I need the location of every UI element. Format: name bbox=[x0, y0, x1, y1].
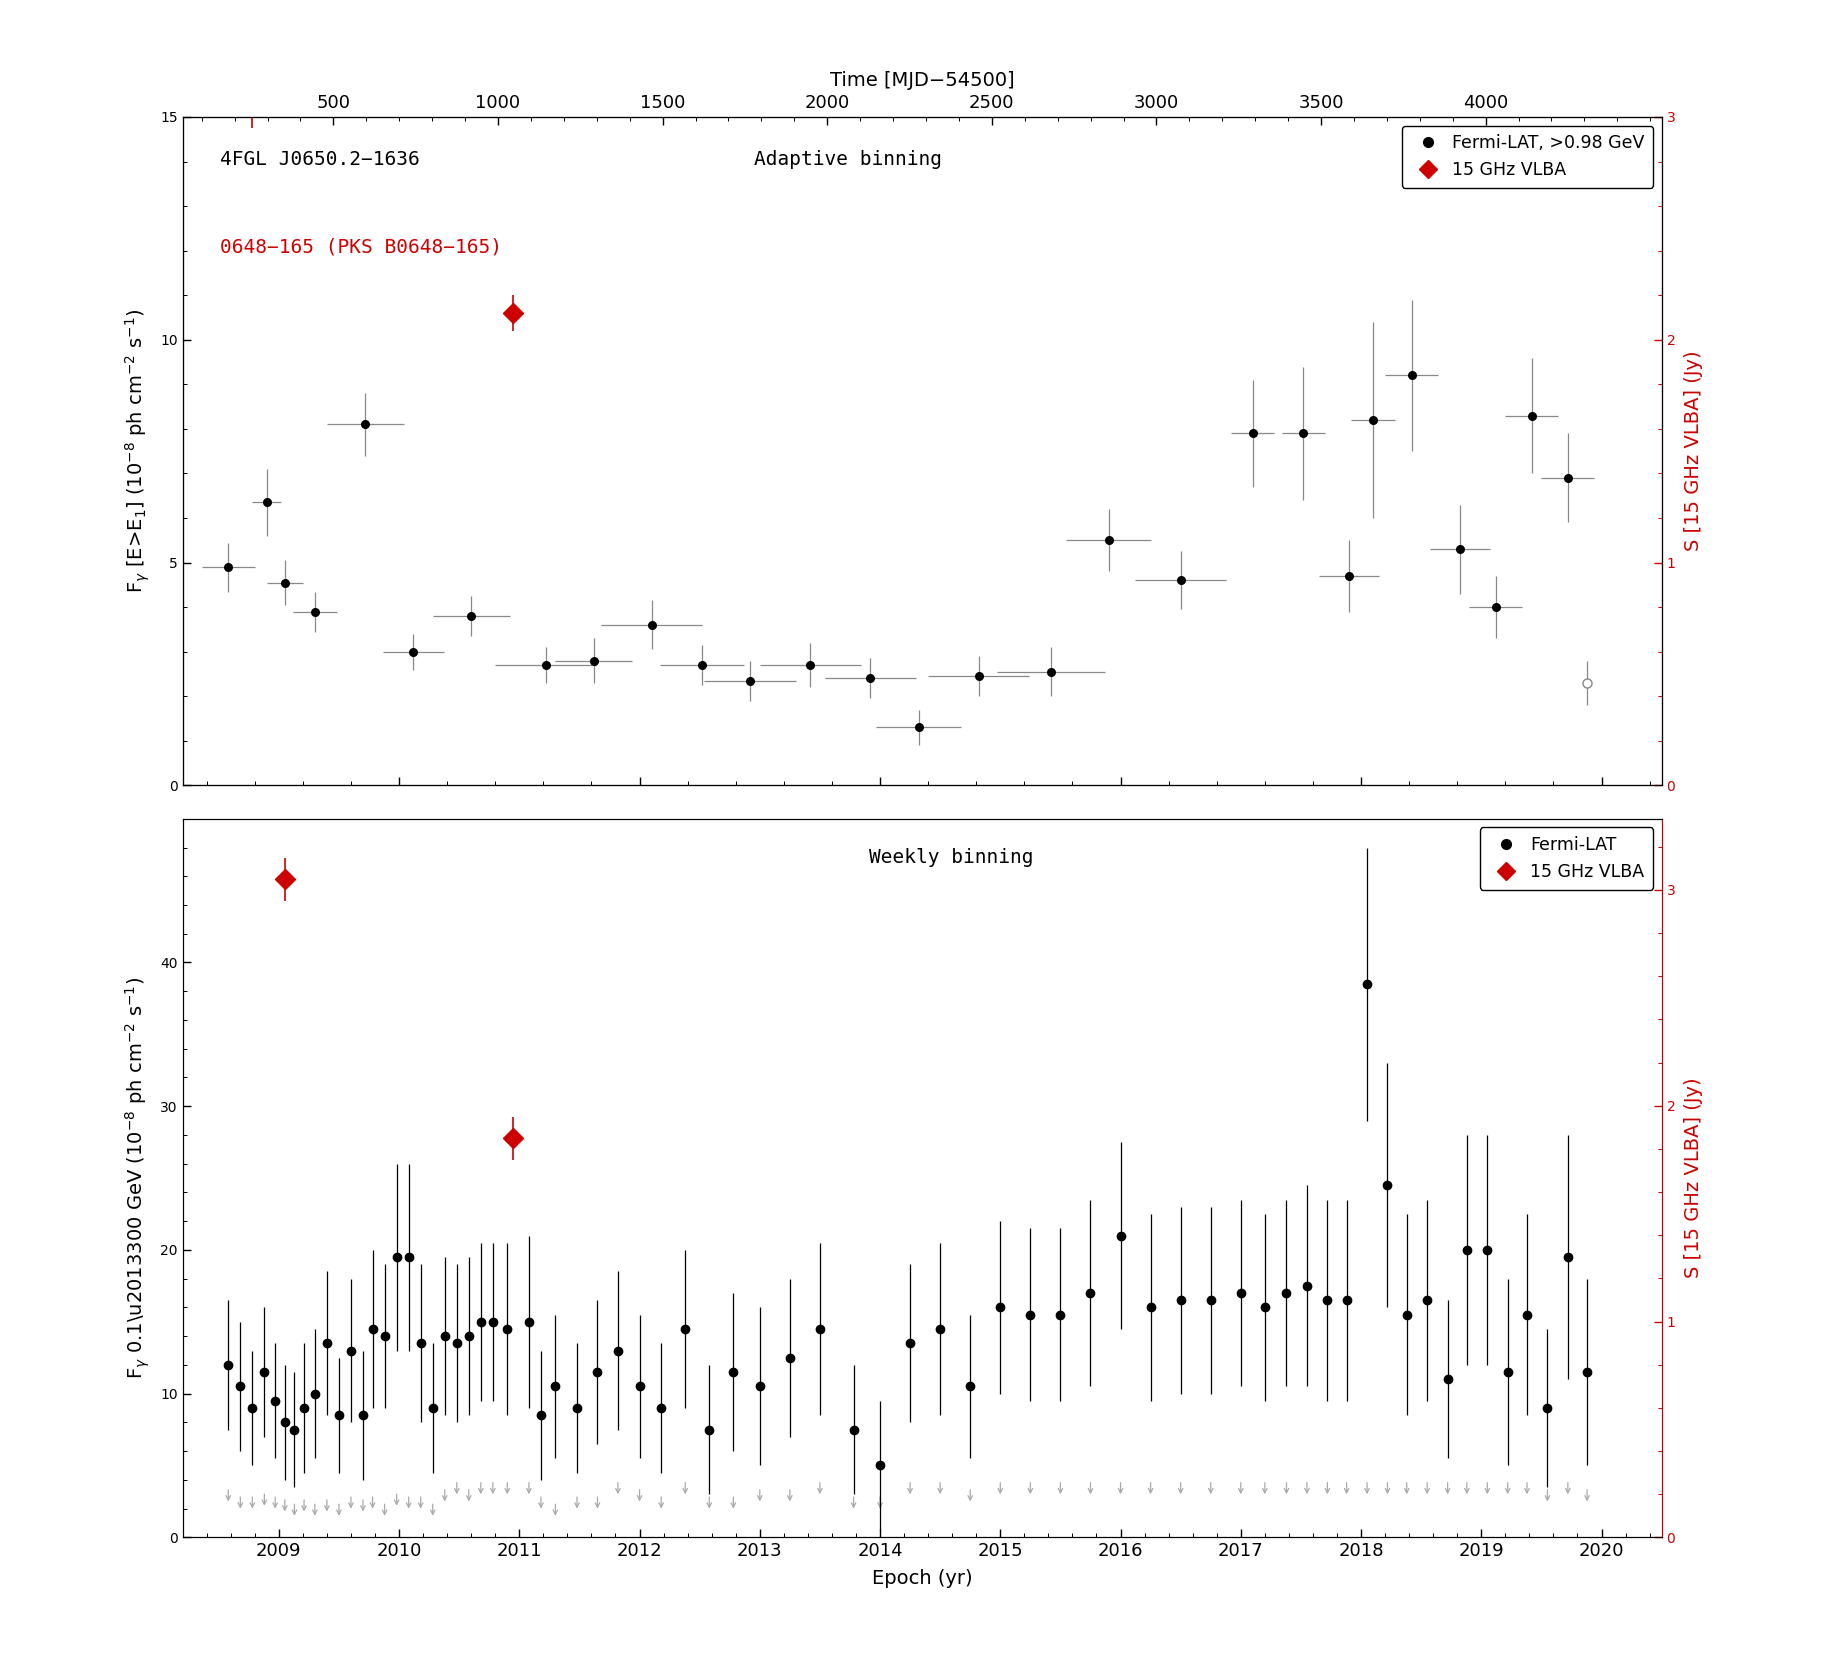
X-axis label: Epoch (yr): Epoch (yr) bbox=[871, 1569, 973, 1587]
X-axis label: Time [MJD−54500]: Time [MJD−54500] bbox=[829, 70, 1015, 90]
Y-axis label: F$_\gamma$ 0.1\u2013300 GeV (10$^{-8}$ ph cm$^{-2}$ s$^{-1}$): F$_\gamma$ 0.1\u2013300 GeV (10$^{-8}$ p… bbox=[124, 978, 152, 1379]
Text: 4FGL J0650.2−1636: 4FGL J0650.2−1636 bbox=[219, 150, 420, 169]
Text: Adaptive binning: Adaptive binning bbox=[754, 150, 942, 169]
Y-axis label: S [15 GHz VLBA] (Jy): S [15 GHz VLBA] (Jy) bbox=[1684, 1078, 1702, 1278]
Y-axis label: F$_\gamma$ [E>E$_1$] (10$^{-8}$ ph cm$^{-2}$ s$^{-1}$): F$_\gamma$ [E>E$_1$] (10$^{-8}$ ph cm$^{… bbox=[124, 309, 152, 593]
Text: 0648−165 (PKS B0648−165): 0648−165 (PKS B0648−165) bbox=[219, 237, 502, 256]
Y-axis label: S [15 GHz VLBA] (Jy): S [15 GHz VLBA] (Jy) bbox=[1684, 351, 1702, 551]
Legend: Fermi-LAT, >0.98 GeV, 15 GHz VLBA: Fermi-LAT, >0.98 GeV, 15 GHz VLBA bbox=[1402, 125, 1653, 187]
Text: Weekly binning: Weekly binning bbox=[869, 847, 1034, 867]
Legend: Fermi-LAT, 15 GHz VLBA: Fermi-LAT, 15 GHz VLBA bbox=[1479, 827, 1653, 889]
